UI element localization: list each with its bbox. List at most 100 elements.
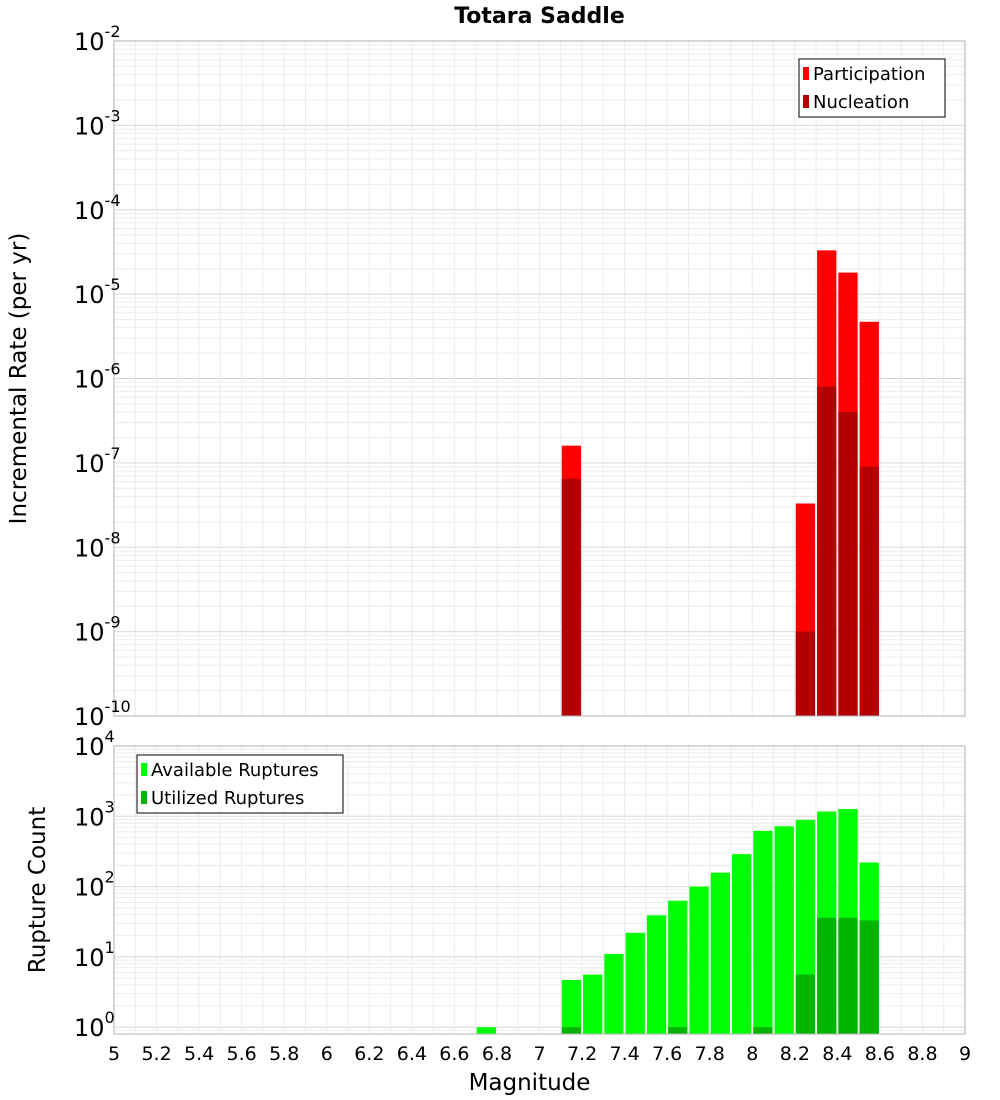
x-axis-label: Magnitude: [469, 1070, 591, 1096]
bar: [753, 1027, 773, 1034]
bar: [817, 917, 837, 1034]
y-tick-base: 10: [74, 450, 105, 478]
series-available-ruptures: [476, 808, 879, 1034]
bar: [583, 974, 603, 1034]
y-tick-base: 10: [74, 534, 105, 562]
y-tick-base: 10: [74, 874, 105, 902]
y-tick-label: 100: [74, 1008, 115, 1042]
x-tick-label: 5.8: [269, 1043, 299, 1065]
y-tick-exponent: 0: [105, 1008, 115, 1027]
legend-entry: Participation: [813, 64, 925, 85]
bar: [561, 979, 582, 1034]
plot-frame: [113, 745, 966, 1035]
x-tick-label: 8.8: [907, 1043, 937, 1065]
y-tick-exponent: 1: [105, 938, 115, 957]
x-tick-label: 8.2: [780, 1043, 810, 1065]
y-tick-exponent: -8: [105, 528, 121, 547]
x-tick-label: 9: [959, 1043, 971, 1065]
bar: [561, 478, 582, 716]
bar: [795, 974, 816, 1034]
bar: [689, 886, 709, 1034]
legend-entry: Utilized Ruptures: [151, 788, 304, 809]
legend-swatch: [803, 67, 809, 80]
series-utilized-ruptures: [561, 917, 879, 1034]
bar: [731, 854, 752, 1034]
top-chart-panel: 10-1010-910-810-710-610-510-410-310-2Inc…: [6, 4, 966, 731]
y-tick-exponent: -10: [105, 697, 131, 716]
x-tick-label: 5: [108, 1043, 120, 1065]
y-tick-label: 101: [74, 938, 115, 972]
bar: [859, 920, 879, 1034]
y-tick-exponent: 3: [105, 797, 115, 816]
bar: [646, 915, 667, 1034]
x-tick-label: 6: [321, 1043, 333, 1065]
x-tick-label: 8: [746, 1043, 758, 1065]
legend-box: [798, 58, 946, 118]
bar: [604, 953, 624, 1034]
legend-entry: Nucleation: [813, 92, 909, 113]
bar: [859, 466, 879, 716]
x-tick-label: 6.6: [439, 1043, 469, 1065]
y-tick-exponent: -6: [105, 360, 121, 379]
x-tick-label: 5.6: [227, 1043, 257, 1065]
y-tick-exponent: -5: [105, 275, 121, 294]
y-axis-label: Incremental Rate (per yr): [6, 233, 32, 525]
x-tick-label: 8.6: [865, 1043, 895, 1065]
y-tick-label: 10-4: [74, 191, 121, 225]
legend-box: [136, 754, 344, 814]
y-tick-label: 10-10: [74, 697, 131, 731]
y-tick-base: 10: [74, 28, 105, 56]
y-tick-label: 104: [74, 727, 115, 761]
y-tick-exponent: -2: [105, 22, 121, 41]
y-tick-label: 10-7: [74, 444, 121, 478]
y-tick-label: 10-9: [74, 613, 121, 647]
legend-entry: Available Ruptures: [151, 760, 319, 781]
y-tick-label: 10-8: [74, 528, 121, 562]
x-tick-label: 7.4: [609, 1043, 639, 1065]
x-tick-label: 6.8: [482, 1043, 512, 1065]
y-tick-exponent: 4: [105, 727, 115, 746]
bar: [838, 412, 858, 716]
legend-swatch: [141, 763, 147, 776]
series-nucleation: [561, 386, 879, 716]
bar: [668, 1027, 688, 1034]
x-tick-label: 7.8: [695, 1043, 725, 1065]
bar: [476, 1027, 496, 1034]
x-tick-label: 5.2: [141, 1043, 171, 1065]
legend: Available Ruptures Utilized Ruptures: [136, 754, 344, 814]
bar: [774, 826, 794, 1034]
y-tick-base: 10: [74, 803, 105, 831]
y-tick-exponent: -3: [105, 106, 121, 125]
bar: [753, 830, 773, 1034]
y-tick-base: 10: [74, 197, 105, 225]
x-tick-label: 5.4: [184, 1043, 214, 1065]
chart-title: Totara Saddle: [454, 4, 625, 29]
y-tick-exponent: -9: [105, 613, 121, 632]
y-tick-base: 10: [74, 733, 105, 761]
x-tick-label: 6.2: [354, 1043, 384, 1065]
legend-swatch: [141, 791, 147, 804]
grid-lines: [113, 40, 966, 717]
x-tick-label: 7.2: [567, 1043, 597, 1065]
y-tick-label: 10-5: [74, 275, 121, 309]
bar: [625, 932, 645, 1034]
y-tick-label: 103: [74, 797, 115, 831]
legend: Participation Nucleation: [798, 58, 946, 118]
x-tick-labels: 5 5.2 5.4 5.6 5.8 6 6.2 6.4 6.6 6.8 7 7.2 7.4 7.6 7.8 8…: [108, 1043, 971, 1065]
y-tick-label: 10-3: [74, 106, 121, 140]
y-axis-label: Rupture Count: [25, 807, 51, 973]
y-tick-exponent: -4: [105, 191, 121, 210]
bar: [710, 872, 730, 1034]
y-tick-label: 10-6: [74, 360, 121, 394]
y-tick-label: 102: [74, 868, 115, 902]
x-tick-label: 8.4: [822, 1043, 852, 1065]
y-tick-base: 10: [74, 366, 105, 394]
x-tick-label: 7.6: [652, 1043, 682, 1065]
bar: [817, 386, 837, 716]
bar: [561, 1027, 582, 1034]
bar: [795, 631, 816, 716]
